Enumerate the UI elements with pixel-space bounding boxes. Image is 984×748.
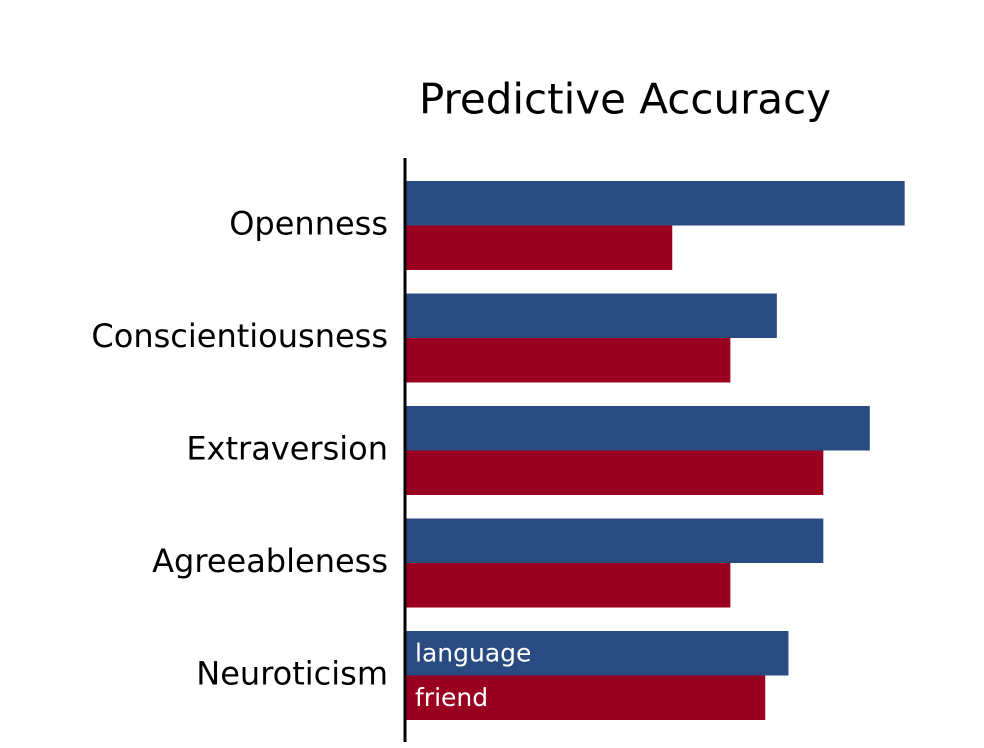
chart-title: Predictive Accuracy [419, 75, 831, 124]
bar [405, 675, 766, 720]
bar [405, 293, 777, 338]
category-label: Agreeableness [152, 542, 388, 580]
bar [405, 225, 673, 270]
category-label: Extraversion [186, 430, 388, 468]
legend-label: friend [415, 683, 488, 712]
bar [405, 518, 824, 563]
bar [405, 631, 789, 676]
bar [405, 450, 824, 495]
category-label: Openness [229, 205, 388, 243]
bar [405, 338, 731, 383]
bar [405, 406, 870, 451]
legend-label: language [415, 638, 531, 667]
category-label: Neuroticism [196, 655, 388, 693]
bar [405, 181, 905, 226]
category-label: Conscientiousness [91, 317, 388, 355]
bar [405, 563, 731, 608]
